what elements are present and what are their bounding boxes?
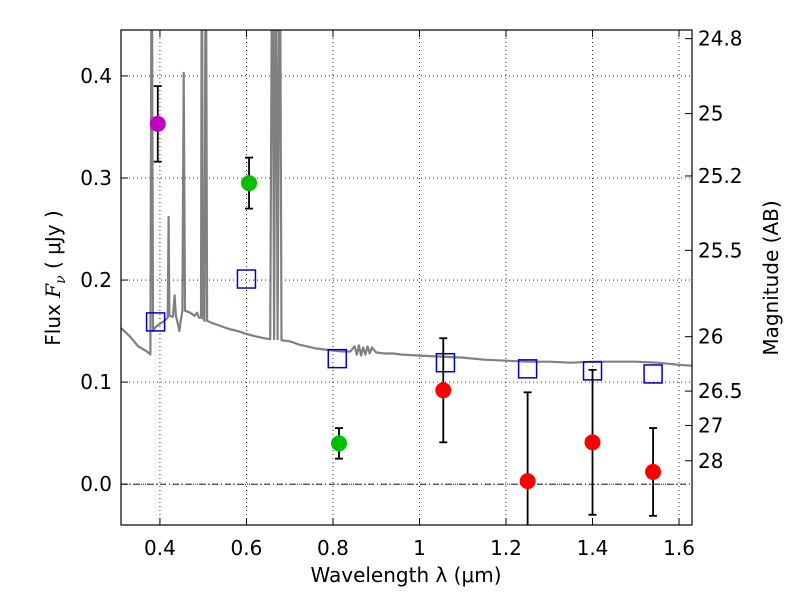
y-axis-label-symbol: F: [41, 283, 65, 299]
y-tick-label: 0.2: [80, 268, 112, 292]
x-tick-label: 0.8: [317, 536, 349, 560]
x-tick-label: 1.4: [577, 536, 609, 560]
magnitude-tick-label: 25.2: [698, 164, 743, 188]
y-axis-label: Flux Fν ( μJy ): [41, 210, 69, 345]
y-axis-right-label: Magnitude (AB): [759, 200, 783, 355]
observed-green-point: [331, 435, 348, 452]
x-axis-label: Wavelength λ (μm): [310, 563, 501, 587]
x-tick-label: 1.6: [663, 536, 695, 560]
model-photometry-square: [435, 352, 456, 373]
model-spectrum-layer: [121, 30, 692, 367]
y-axis-label-suffix: ( μJy ): [41, 210, 65, 275]
model-photometry-square: [145, 312, 166, 332]
observed-red-point: [584, 434, 601, 451]
observed-red-point: [519, 473, 536, 490]
x-ticks: 0.4 0.6 0.8 1 1.2 1.4 1.6: [144, 30, 695, 560]
model-photometry-square: [327, 348, 348, 369]
y-tick-label: 0.1: [80, 370, 112, 394]
magnitude-tick-label: 26.5: [698, 379, 743, 403]
y-axis-label-prefix: Flux: [41, 298, 65, 346]
y-tick-label: 0.3: [80, 166, 112, 190]
plot-frame: [120, 29, 693, 526]
magnitude-tick-label: 24.8: [698, 27, 743, 51]
model-photometry-square: [236, 269, 257, 289]
x-tick-label: 0.6: [231, 536, 263, 560]
x-tick-label: 1.2: [490, 536, 522, 560]
magnitude-ticks: 24.8 25 25.2 25.5 26 26.5 27 28: [685, 27, 743, 473]
x-tick-label: 1: [413, 536, 426, 560]
observed-red-point: [645, 463, 662, 480]
observed-magenta-point: [149, 115, 166, 132]
magnitude-tick-label: 25: [698, 102, 723, 126]
magnitude-tick-label: 25.5: [698, 238, 743, 262]
magnitude-tick-label: 27: [698, 413, 723, 437]
y-tick-label: 0.0: [80, 472, 112, 496]
y-tick-label: 0.4: [80, 64, 112, 88]
y-axis-label-subscript: ν: [53, 275, 69, 284]
observed-red-point: [435, 382, 452, 399]
data-markers-layer: [145, 85, 663, 525]
x-tick-label: 0.4: [144, 536, 176, 560]
y-ticks: 0.0 0.1 0.2 0.3 0.4: [80, 64, 128, 496]
magnitude-tick-label: 28: [698, 449, 723, 473]
observed-green-point: [241, 175, 258, 192]
model-photometry-square: [643, 364, 663, 384]
model-photometry-square: [517, 359, 538, 379]
magnitude-tick-label: 26: [698, 325, 723, 349]
model-spectrum-line: [121, 30, 692, 367]
